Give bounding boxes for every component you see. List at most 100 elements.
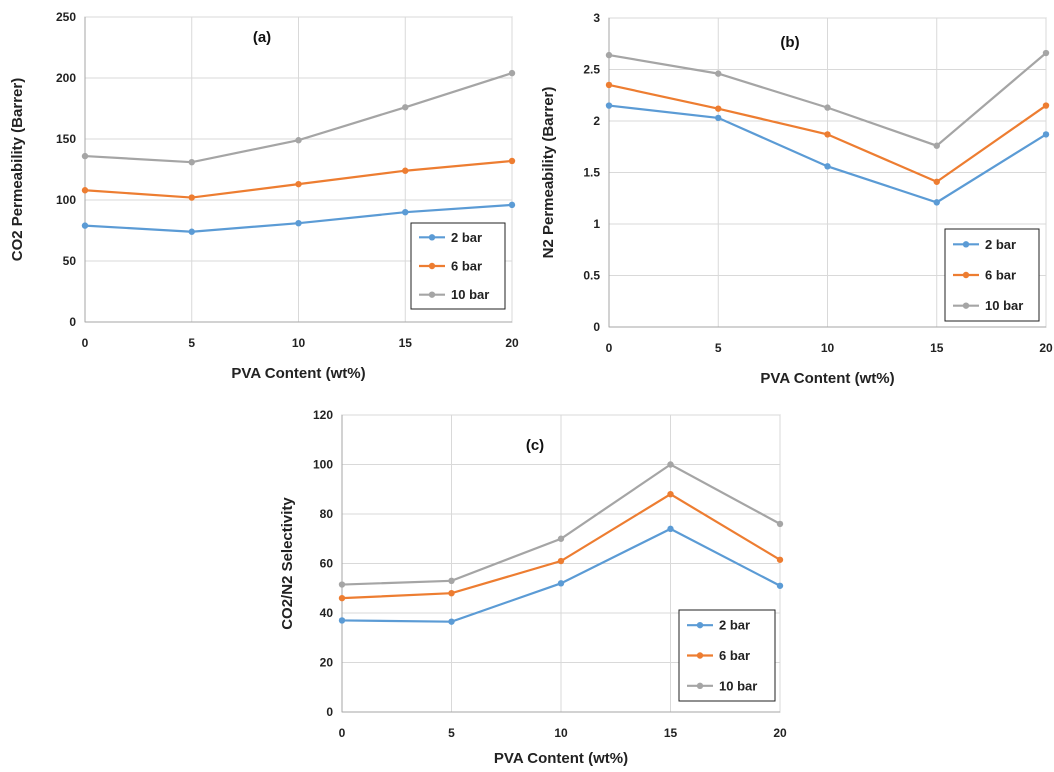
data-point xyxy=(188,158,195,166)
x-tick-label: 10 xyxy=(821,341,835,355)
data-point xyxy=(824,104,831,111)
data-point xyxy=(776,556,784,563)
y-tick-label: 200 xyxy=(56,71,76,85)
data-point xyxy=(81,152,89,160)
y-axis-label: CO2/N2 Selectivity xyxy=(279,497,296,630)
data-point xyxy=(557,557,565,565)
legend-entry: 10 bar xyxy=(719,678,757,693)
legend-marker xyxy=(428,291,436,298)
data-point xyxy=(557,580,565,587)
data-point xyxy=(402,167,409,174)
data-point xyxy=(81,187,89,194)
data-point xyxy=(1042,131,1050,138)
data-point xyxy=(715,105,722,112)
y-tick-label: 120 xyxy=(313,408,333,422)
legend: 2 bar 6 bar 10 bar xyxy=(410,222,506,310)
y-tick-label: 80 xyxy=(320,507,334,521)
y-tick-label: 100 xyxy=(56,193,76,207)
chart-panel-1: 0 0.5 1 1.5 2 2.5 3 0 5 10 15 20 (b) PVA Content (wt%… xyxy=(540,11,1053,387)
legend-entry: 10 bar xyxy=(985,298,1023,313)
legend-marker xyxy=(962,271,970,279)
x-tick-label: 5 xyxy=(715,341,722,355)
x-tick-label: 20 xyxy=(1039,341,1053,355)
x-tick-label: 0 xyxy=(82,336,89,350)
chart-title: (c) xyxy=(526,437,544,454)
data-point xyxy=(402,209,409,216)
data-point xyxy=(338,581,346,588)
x-tick-label: 15 xyxy=(664,726,678,740)
data-point xyxy=(667,491,674,498)
y-tick-label: 0 xyxy=(593,320,600,334)
y-tick-label: 20 xyxy=(320,656,334,670)
x-tick-label: 10 xyxy=(554,726,568,740)
data-point xyxy=(188,228,195,235)
y-tick-label: 3 xyxy=(593,11,600,25)
y-tick-label: 1 xyxy=(593,217,600,231)
legend-entry: 6 bar xyxy=(985,268,1016,283)
legend-marker xyxy=(696,682,704,690)
data-point xyxy=(295,219,302,227)
x-tick-label: 15 xyxy=(399,336,413,350)
x-axis-label: PVA Content (wt%) xyxy=(760,370,894,387)
data-point xyxy=(508,201,516,209)
data-point xyxy=(605,81,613,89)
y-tick-label: 2.5 xyxy=(583,63,600,77)
data-point xyxy=(1042,102,1050,109)
data-point xyxy=(448,577,455,585)
x-tick-label: 0 xyxy=(606,341,613,355)
data-point xyxy=(933,199,940,206)
legend-marker xyxy=(428,234,436,241)
data-point xyxy=(1042,49,1050,57)
legend-marker xyxy=(428,262,436,270)
x-axis-label: PVA Content (wt%) xyxy=(231,365,365,382)
y-tick-label: 0 xyxy=(69,315,76,329)
data-point xyxy=(824,131,831,138)
x-tick-label: 5 xyxy=(448,726,455,740)
data-point xyxy=(188,194,195,201)
legend-marker xyxy=(962,302,970,309)
legend-entry: 6 bar xyxy=(719,648,750,663)
data-point xyxy=(776,520,784,528)
chart-panel-2: 0 20 40 60 80 100 120 0 5 10 15 20 (c) PVA Content (w… xyxy=(279,408,787,767)
chart-panel-0: 0 50 100 150 200 250 0 5 10 15 20 (a) PVA Content (w… xyxy=(9,10,519,382)
y-tick-label: 0.5 xyxy=(583,269,600,283)
data-point xyxy=(81,222,89,229)
legend: 2 bar 6 bar 10 bar xyxy=(944,228,1040,322)
x-tick-label: 0 xyxy=(339,726,346,740)
y-tick-label: 40 xyxy=(320,606,334,620)
data-point xyxy=(448,618,455,625)
legend-entry: 2 bar xyxy=(451,230,482,245)
data-point xyxy=(402,104,409,111)
y-axis-label: N2 Permeability (Barrer) xyxy=(540,87,557,259)
data-point xyxy=(295,137,302,144)
data-point xyxy=(605,51,613,59)
data-point xyxy=(508,69,516,77)
data-point xyxy=(605,102,613,109)
legend-marker xyxy=(696,652,704,659)
data-point xyxy=(667,525,674,533)
y-tick-label: 2 xyxy=(593,114,600,128)
x-axis-label: PVA Content (wt%) xyxy=(494,750,628,767)
data-point xyxy=(667,461,674,468)
legend-entry: 10 bar xyxy=(451,287,489,302)
data-point xyxy=(776,582,784,589)
x-tick-label: 20 xyxy=(505,336,519,350)
data-point xyxy=(295,180,302,188)
legend: 2 bar 6 bar 10 bar xyxy=(678,609,776,702)
legend-entry: 2 bar xyxy=(985,237,1016,252)
data-point xyxy=(338,594,346,602)
y-tick-label: 250 xyxy=(56,10,76,24)
y-axis-label: CO2 Permeability (Barrer) xyxy=(9,78,26,261)
legend-entry: 2 bar xyxy=(719,618,750,633)
data-point xyxy=(557,535,565,542)
data-point xyxy=(715,70,722,77)
x-tick-label: 5 xyxy=(188,336,195,350)
x-tick-label: 20 xyxy=(773,726,787,740)
x-tick-label: 10 xyxy=(292,336,306,350)
data-point xyxy=(933,142,940,149)
x-tick-label: 15 xyxy=(930,341,944,355)
data-point xyxy=(338,617,346,624)
y-tick-label: 1.5 xyxy=(583,166,600,180)
data-point xyxy=(824,163,831,170)
